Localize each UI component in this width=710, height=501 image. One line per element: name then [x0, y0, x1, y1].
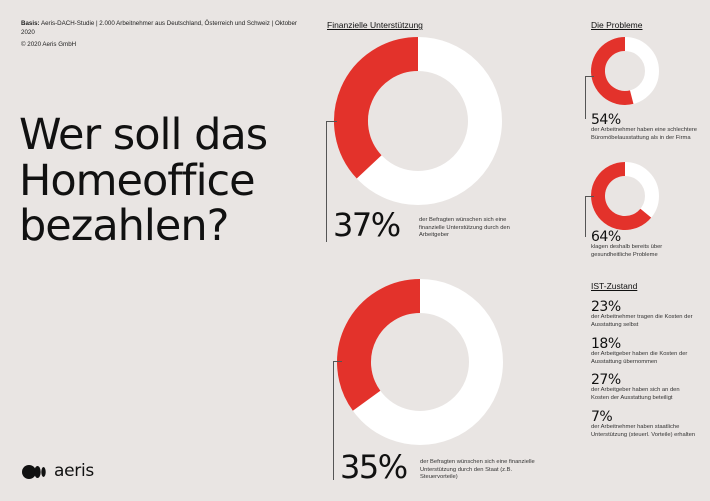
desc-staat: der Befragten wünschen sich eine finanzi… — [420, 459, 535, 481]
pct-arbeitgeber: 37% — [333, 206, 401, 244]
desc-ist-3: der Arbeitgeber haben sich an den Kosten… — [591, 387, 680, 401]
headline-line-1: Wer soll das — [19, 110, 268, 160]
headline: Wer soll das Homeoffice bezahlen? — [19, 110, 268, 251]
copyright: © 2020 Aeris GmbH — [21, 41, 77, 48]
leader-line-gesundheit — [585, 196, 594, 237]
desc-ist-1: der Arbeitnehmer tragen die Kosten der A… — [591, 314, 693, 328]
basis-text: Aeris-DACH-Studie | 2.000 Arbeitnehmer a… — [21, 20, 297, 36]
desc-arbeitgeber: der Befragten wünschen sich eine finanzi… — [419, 217, 510, 239]
logo-text: aeris — [54, 461, 94, 481]
pct-ist-2: 18% — [591, 336, 621, 352]
pct-ist-1: 23% — [591, 299, 621, 315]
desc-gesundheit: klagen deshalb bereits über gesundheitli… — [591, 244, 663, 258]
basis-label: Basis: — [21, 20, 40, 27]
desc-bueromoebel: der Arbeitnehmer haben eine schlechtere … — [591, 127, 698, 141]
aeris-logo-icon — [22, 464, 46, 479]
headline-line-3: bezahlen? — [19, 201, 229, 251]
leader-line-bueromoebel — [585, 76, 594, 119]
desc-ist-4: der Arbeitnehmer haben staatliche Unters… — [591, 424, 696, 438]
leader-line-staat — [333, 361, 342, 480]
headline-line-2: Homeoffice — [19, 155, 256, 206]
section-title-ist-zustand: IST-Zustand — [591, 281, 638, 291]
aeris-logo: aeris — [22, 463, 94, 480]
study-basis: Basis: Aeris-DACH-Studie | 2.000 Arbeitn… — [21, 20, 311, 37]
pct-staat: 35% — [340, 448, 408, 486]
pct-ist-3: 27% — [591, 372, 621, 388]
leader-line-arbeitgeber — [326, 121, 337, 242]
desc-ist-2: der Arbeitgeber haben die Kosten der Aus… — [591, 351, 688, 365]
pct-ist-4: 7% — [591, 409, 613, 425]
section-title-probleme: Die Probleme — [591, 20, 643, 30]
section-title-finanzielle: Finanzielle Unterstützung — [327, 20, 423, 30]
pct-gesundheit: 64% — [591, 229, 621, 245]
pct-bueromoebel: 54% — [591, 112, 621, 128]
